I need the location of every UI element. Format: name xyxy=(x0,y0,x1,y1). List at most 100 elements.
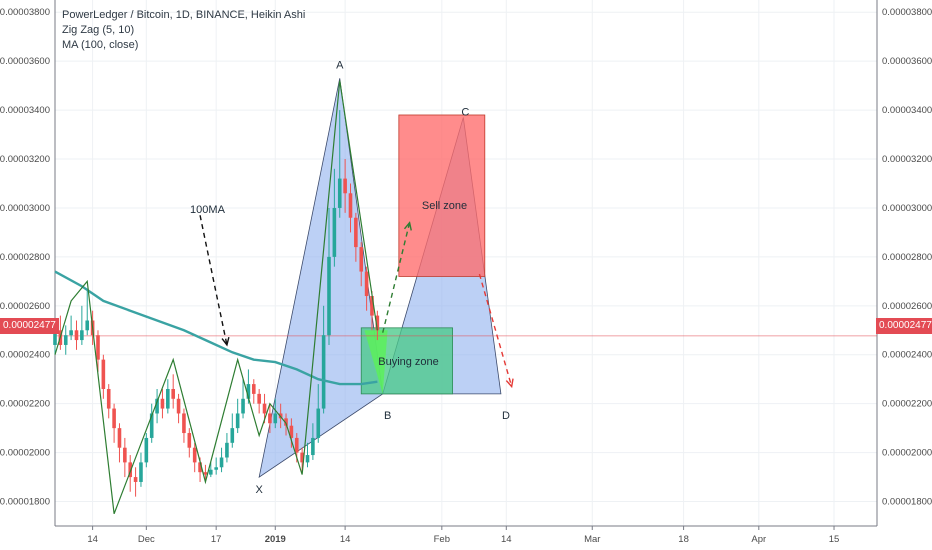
candle-body xyxy=(192,447,197,463)
y-tick-label-left: 0.00003600 xyxy=(0,56,50,67)
sell-zone-box xyxy=(398,114,486,277)
harmonic-point-c: C xyxy=(461,106,469,118)
candle-body xyxy=(294,437,299,453)
candle-body xyxy=(53,330,57,345)
candle-body xyxy=(101,359,106,389)
candle-body xyxy=(300,452,304,463)
candle-body xyxy=(262,403,267,414)
y-tick-label-right: 0.00002400 xyxy=(882,350,932,361)
candle-body xyxy=(182,413,186,434)
candle-body xyxy=(214,467,218,470)
y-tick-label-left: 0.00002400 xyxy=(0,350,50,361)
candle-body xyxy=(327,256,331,336)
zigzag-indicator-label[interactable]: Zig Zag (5, 10) xyxy=(62,24,135,36)
candle-body xyxy=(160,398,165,409)
candle-body xyxy=(375,315,380,331)
candle-body xyxy=(63,335,68,345)
x-tick-label: 14 xyxy=(340,534,351,545)
candle-body xyxy=(187,433,192,448)
y-tick-label-left: 0.00003200 xyxy=(0,154,50,165)
candle-body xyxy=(128,462,133,478)
harmonic-point-d: D xyxy=(502,410,510,422)
candle-body xyxy=(139,462,143,482)
candle-body xyxy=(166,388,170,409)
last-price-tag-right: 0.00002477 xyxy=(876,318,932,334)
dashed-arrow-3 xyxy=(478,273,513,387)
candle-body xyxy=(251,384,256,394)
candle-body xyxy=(209,469,213,475)
candle-body xyxy=(203,472,208,475)
y-tick-label-left: 0.00002600 xyxy=(0,301,50,312)
candle-body xyxy=(85,320,90,331)
candle-body xyxy=(370,296,374,316)
y-tick-label-left: 0.00002800 xyxy=(0,252,50,263)
candle-body xyxy=(117,428,122,448)
candle-body xyxy=(198,462,202,473)
harmonic-point-a: A xyxy=(336,59,344,71)
candle-body xyxy=(225,442,229,458)
x-tick-label: 18 xyxy=(678,534,689,545)
arrow-head-3 xyxy=(505,378,514,389)
candle-body xyxy=(359,247,364,272)
candle-body xyxy=(149,413,154,438)
ma-annotation-label: 100MA xyxy=(190,204,226,216)
arrow-head-1 xyxy=(221,337,230,347)
y-tick-label-left: 0.00003400 xyxy=(0,105,50,116)
y-tick-label-right: 0.00003000 xyxy=(882,203,932,214)
arrow-head-2 xyxy=(403,221,412,231)
candle-body xyxy=(257,393,261,404)
candle-body xyxy=(112,408,116,429)
buying-zone-label: Buying zone xyxy=(378,356,439,368)
candle-body xyxy=(321,335,326,409)
candle-body xyxy=(219,457,224,468)
candle-body xyxy=(80,330,84,341)
dashed-arrow-2 xyxy=(382,222,411,333)
candle-body xyxy=(176,398,181,414)
candle-body xyxy=(311,437,315,456)
x-tick-label: Mar xyxy=(584,534,600,545)
candle-body xyxy=(133,477,138,482)
y-tick-label-left: 0.00002200 xyxy=(0,399,50,410)
candle-body xyxy=(96,335,100,360)
y-tick-label-right: 0.00003400 xyxy=(882,105,932,116)
candle-body xyxy=(284,418,288,426)
y-tick-label-right: 0.00002600 xyxy=(882,301,932,312)
y-tick-label-left: 0.00002000 xyxy=(0,448,50,459)
y-tick-label-right: 0.00001800 xyxy=(882,497,932,508)
y-tick-label-right: 0.00003200 xyxy=(882,154,932,165)
candle-body xyxy=(123,447,127,463)
chart-legend: PowerLedger / Bitcoin, 1D, BINANCE, Heik… xyxy=(62,8,305,53)
candle-body xyxy=(348,193,353,218)
candle-body xyxy=(235,413,240,429)
harmonic-point-b: B xyxy=(384,410,391,422)
candle-body xyxy=(354,217,358,248)
candle-body xyxy=(171,388,175,399)
zigzag-line xyxy=(54,80,378,514)
x-tick-label: 15 xyxy=(829,534,840,545)
candle-body xyxy=(305,455,310,463)
y-tick-label-left: 0.00003000 xyxy=(0,203,50,214)
symbol-title[interactable]: PowerLedger / Bitcoin, 1D, BINANCE, Heik… xyxy=(62,9,306,21)
ma-indicator-label[interactable]: MA (100, close) xyxy=(62,39,139,51)
x-tick-label: Apr xyxy=(751,534,766,545)
buy-highlight-triangle xyxy=(364,330,388,394)
candle-body xyxy=(106,388,111,409)
y-tick-label-right: 0.00002000 xyxy=(882,448,932,459)
sell-zone-label: Sell zone xyxy=(422,200,467,212)
dashed-arrow-1 xyxy=(199,215,228,346)
ma100-line xyxy=(54,270,378,386)
y-tick-label-left: 0.00003800 xyxy=(0,7,50,18)
candle-body xyxy=(364,271,369,297)
candle-body xyxy=(144,437,149,463)
candle-body xyxy=(74,330,79,341)
candle-body xyxy=(343,178,347,194)
candle-body xyxy=(230,428,235,443)
x-tick-label: 17 xyxy=(211,534,222,545)
candle-body xyxy=(289,425,294,438)
candle-body xyxy=(316,408,321,438)
candle-body xyxy=(155,398,159,414)
x-tick-label: Dec xyxy=(138,534,155,545)
candle-body xyxy=(332,207,337,257)
x-tick-label: 14 xyxy=(501,534,512,545)
